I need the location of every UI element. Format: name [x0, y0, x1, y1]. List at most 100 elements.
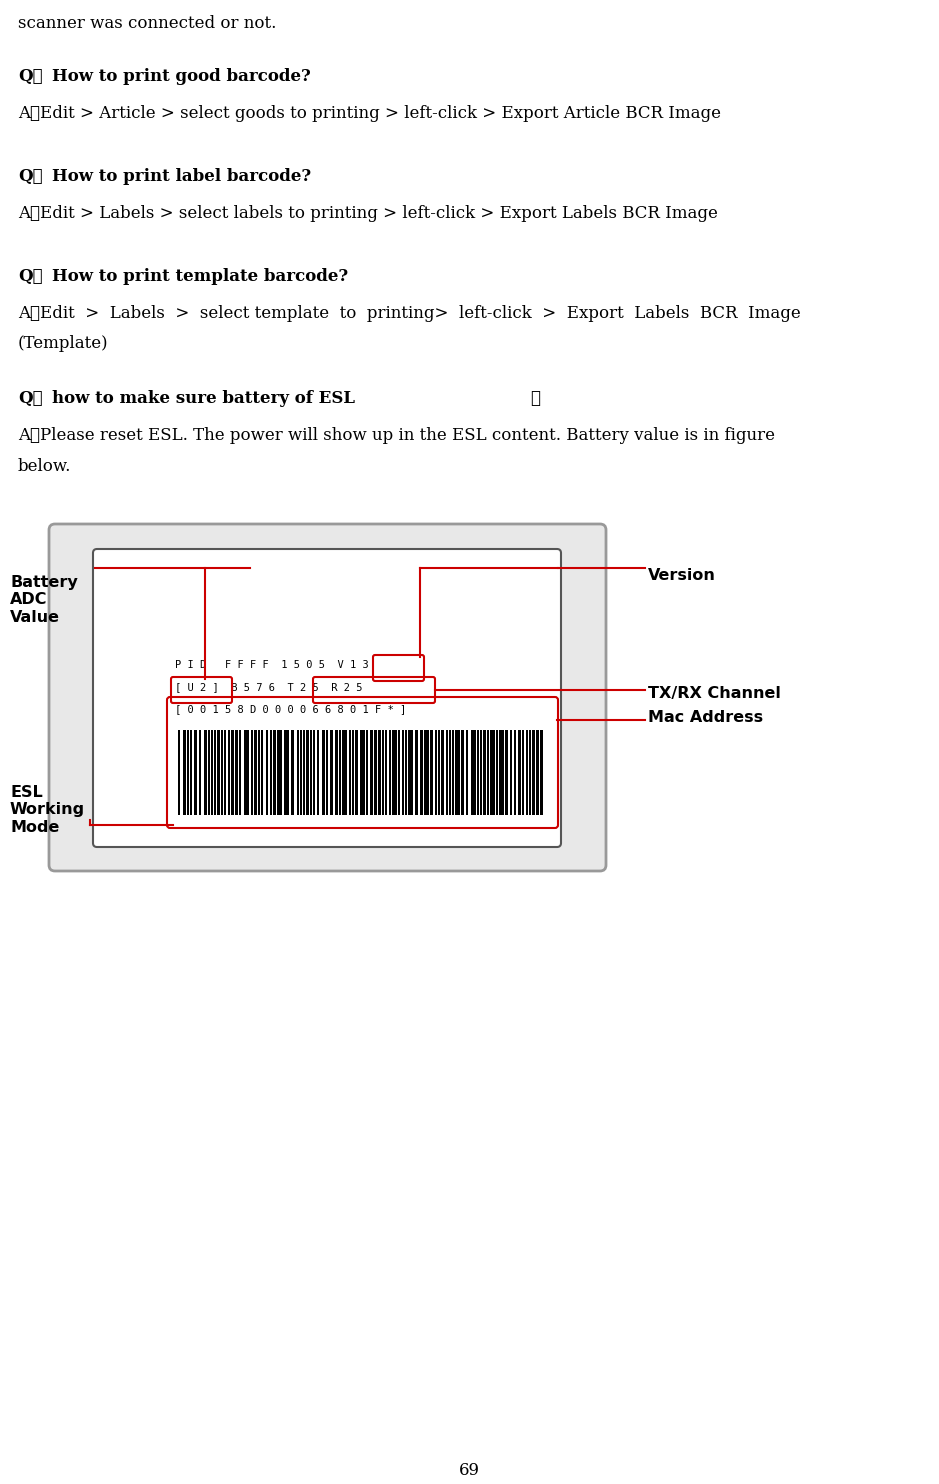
Bar: [266, 730, 268, 815]
Text: Battery
ADC
Value: Battery ADC Value: [10, 574, 78, 625]
Bar: [438, 730, 440, 815]
Bar: [540, 730, 543, 815]
Bar: [522, 730, 524, 815]
Bar: [221, 730, 223, 815]
Text: A：Edit  >  Labels  >  select template  to  printing>  left-click  >  Export  Lab: A：Edit > Labels > select template to pri…: [18, 306, 801, 322]
Bar: [313, 730, 315, 815]
Bar: [194, 730, 197, 815]
Bar: [505, 730, 508, 815]
Text: Q：: Q：: [18, 390, 42, 407]
Text: A：Edit > Article > select goods to printing > left-click > Export Article BCR Im: A：Edit > Article > select goods to print…: [18, 105, 721, 122]
Text: scanner was connected or not.: scanner was connected or not.: [18, 15, 276, 33]
Bar: [374, 730, 377, 815]
Bar: [284, 730, 289, 815]
Text: How to print template barcode?: How to print template barcode?: [52, 269, 348, 285]
Bar: [449, 730, 451, 815]
Bar: [490, 730, 495, 815]
Bar: [178, 730, 180, 815]
Bar: [398, 730, 400, 815]
Bar: [389, 730, 391, 815]
Text: P I D   F F F F  1 5 0 5  V 1 3: P I D F F F F 1 5 0 5 V 1 3: [175, 660, 369, 669]
Bar: [244, 730, 249, 815]
Bar: [360, 730, 365, 815]
Bar: [424, 730, 429, 815]
Bar: [518, 730, 521, 815]
Bar: [199, 730, 201, 815]
Bar: [415, 730, 418, 815]
Bar: [224, 730, 226, 815]
Bar: [532, 730, 535, 815]
Bar: [277, 730, 282, 815]
Bar: [529, 730, 531, 815]
Bar: [480, 730, 482, 815]
Bar: [273, 730, 276, 815]
Bar: [385, 730, 387, 815]
Bar: [303, 730, 305, 815]
Bar: [487, 730, 489, 815]
Bar: [291, 730, 294, 815]
Bar: [455, 730, 460, 815]
Text: below.: below.: [18, 459, 71, 475]
Bar: [483, 730, 486, 815]
Text: TX/RX Channel: TX/RX Channel: [648, 686, 781, 700]
Bar: [402, 730, 404, 815]
Bar: [310, 730, 312, 815]
Bar: [261, 730, 263, 815]
Bar: [204, 730, 207, 815]
Bar: [392, 730, 397, 815]
Text: [ 0 0 1 5 8 D 0 0 0 0 6 6 8 0 1 F * ]: [ 0 0 1 5 8 D 0 0 0 0 6 6 8 0 1 F * ]: [175, 703, 407, 714]
Bar: [477, 730, 479, 815]
Bar: [370, 730, 373, 815]
Bar: [254, 730, 257, 815]
Bar: [441, 730, 444, 815]
Bar: [471, 730, 476, 815]
Bar: [526, 730, 528, 815]
Bar: [251, 730, 253, 815]
Bar: [335, 730, 338, 815]
Bar: [217, 730, 220, 815]
Text: ESL
Working
Mode: ESL Working Mode: [10, 785, 85, 835]
Bar: [342, 730, 347, 815]
Bar: [214, 730, 216, 815]
Text: 69: 69: [458, 1462, 480, 1480]
Bar: [190, 730, 192, 815]
Bar: [510, 730, 512, 815]
Bar: [349, 730, 351, 815]
Bar: [183, 730, 186, 815]
Bar: [270, 730, 272, 815]
Bar: [466, 730, 468, 815]
Bar: [366, 730, 368, 815]
Bar: [187, 730, 189, 815]
Bar: [452, 730, 454, 815]
Text: Q：: Q：: [18, 168, 42, 186]
Bar: [420, 730, 423, 815]
Bar: [430, 730, 433, 815]
Bar: [536, 730, 539, 815]
Bar: [382, 730, 384, 815]
Text: Q：: Q：: [18, 269, 42, 285]
Bar: [435, 730, 437, 815]
Bar: [208, 730, 210, 815]
Text: Q：: Q：: [18, 68, 42, 85]
Bar: [355, 730, 358, 815]
Bar: [239, 730, 241, 815]
Bar: [211, 730, 213, 815]
Bar: [326, 730, 328, 815]
Text: Version: Version: [648, 568, 716, 583]
Bar: [408, 730, 413, 815]
Bar: [306, 730, 309, 815]
Bar: [378, 730, 381, 815]
Text: How to print label barcode?: How to print label barcode?: [52, 168, 311, 186]
Bar: [228, 730, 230, 815]
Bar: [461, 730, 464, 815]
Bar: [297, 730, 299, 815]
Bar: [339, 730, 341, 815]
Bar: [231, 730, 234, 815]
Bar: [322, 730, 325, 815]
Text: (Template): (Template): [18, 335, 109, 352]
Bar: [499, 730, 504, 815]
Bar: [330, 730, 333, 815]
Bar: [405, 730, 407, 815]
Text: how to make sure battery of ESL: how to make sure battery of ESL: [52, 390, 355, 407]
Bar: [235, 730, 238, 815]
